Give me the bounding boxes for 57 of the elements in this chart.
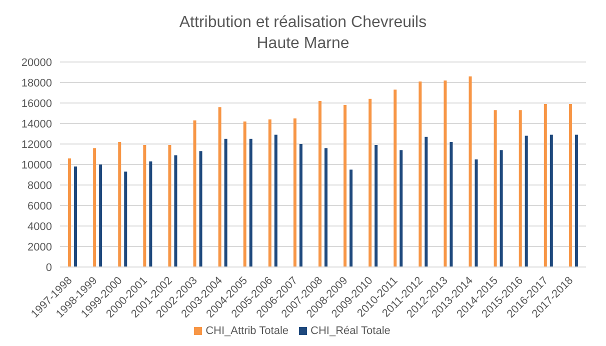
bar bbox=[118, 142, 122, 267]
bar bbox=[574, 134, 578, 267]
y-tick-label: 4000 bbox=[28, 220, 52, 233]
y-tick-label: 6000 bbox=[28, 200, 52, 212]
bar bbox=[224, 138, 228, 267]
bar bbox=[400, 150, 403, 267]
bar bbox=[450, 142, 453, 267]
bar bbox=[249, 138, 252, 267]
bar bbox=[350, 170, 353, 267]
bar bbox=[424, 136, 428, 267]
y-tick-label: 8000 bbox=[28, 180, 52, 192]
y-tick-label: 12000 bbox=[21, 138, 52, 151]
bar bbox=[74, 166, 78, 267]
bar bbox=[299, 144, 302, 267]
bar bbox=[474, 159, 478, 267]
bar bbox=[293, 118, 296, 267]
chart-title: Attribution et réalisation Chevreuils bbox=[178, 13, 428, 33]
y-tick-label: 20000 bbox=[21, 56, 52, 69]
bar bbox=[268, 119, 272, 267]
bar bbox=[524, 136, 528, 267]
chart-subtitle: Haute Marne bbox=[256, 34, 350, 54]
y-tick-label: 16000 bbox=[21, 98, 52, 110]
bar bbox=[143, 145, 146, 267]
bar bbox=[444, 80, 447, 267]
bar bbox=[344, 105, 347, 267]
bar bbox=[149, 161, 152, 267]
bar bbox=[494, 110, 497, 267]
bar bbox=[544, 104, 547, 267]
y-tick-label: 14000 bbox=[21, 118, 52, 130]
bar bbox=[418, 81, 422, 267]
y-tick-label: 18000 bbox=[21, 77, 52, 90]
bar bbox=[518, 110, 522, 267]
bar bbox=[324, 148, 328, 267]
bar bbox=[394, 90, 397, 267]
y-tick-label: 10000 bbox=[21, 159, 52, 172]
bar bbox=[193, 120, 196, 267]
bar bbox=[568, 104, 572, 267]
y-tick-label: 2000 bbox=[28, 241, 52, 254]
bar bbox=[199, 151, 202, 267]
bar bbox=[68, 158, 72, 267]
legend-label: CHI_Attrib Totale bbox=[206, 325, 289, 337]
bar bbox=[318, 100, 322, 267]
bar bbox=[468, 76, 472, 267]
legend-label: CHI_Réal Totale bbox=[310, 325, 390, 337]
bar bbox=[274, 134, 278, 267]
bar bbox=[93, 148, 96, 267]
bar bbox=[99, 164, 102, 267]
bar bbox=[174, 155, 178, 267]
bar bbox=[500, 150, 503, 267]
bar bbox=[374, 145, 378, 267]
bar bbox=[368, 98, 372, 267]
bar bbox=[218, 107, 222, 267]
bar bbox=[243, 121, 246, 267]
bar bbox=[550, 134, 553, 267]
y-tick-label: 0 bbox=[46, 262, 52, 274]
bar bbox=[168, 145, 172, 267]
bar bbox=[124, 172, 128, 267]
